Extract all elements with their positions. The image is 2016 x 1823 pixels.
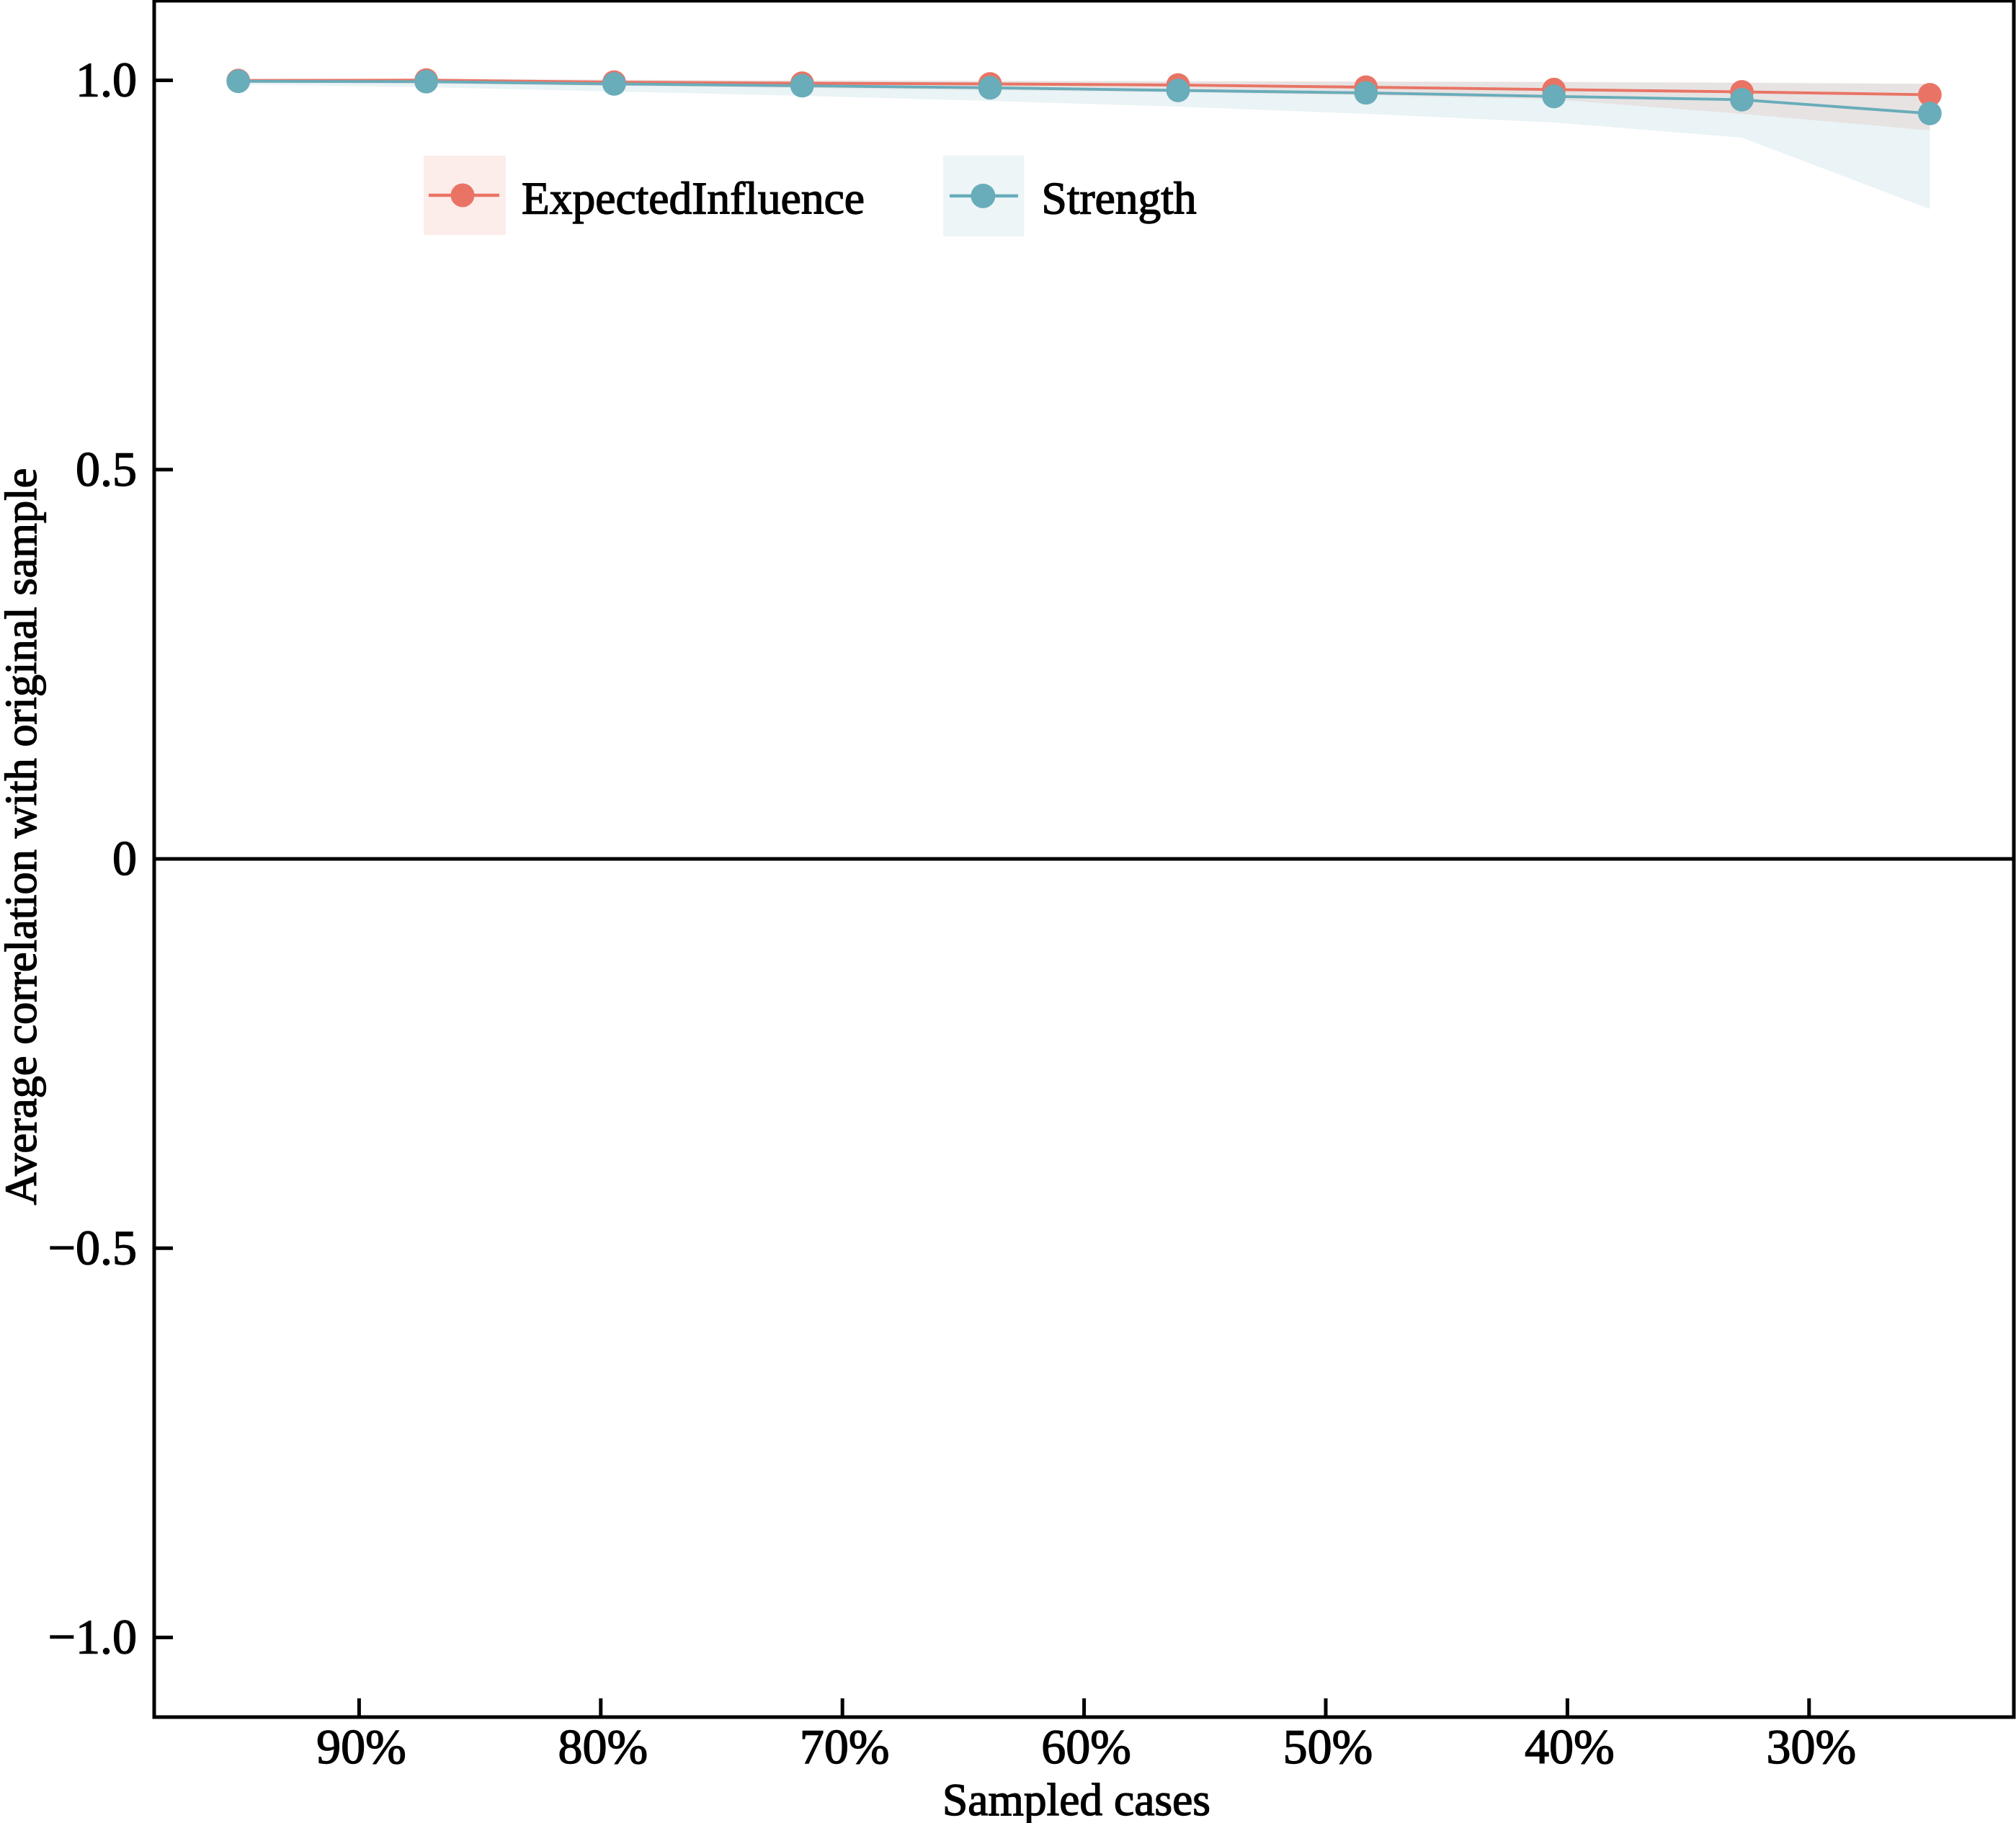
svg-text:30%: 30% xyxy=(1766,1719,1856,1774)
svg-text:−0.5: −0.5 xyxy=(48,1220,137,1275)
svg-text:90%: 90% xyxy=(316,1719,406,1774)
svg-text:Strength: Strength xyxy=(1042,173,1197,224)
svg-text:40%: 40% xyxy=(1525,1719,1615,1774)
svg-text:Average correlation with origi: Average correlation with original sample xyxy=(0,468,46,1205)
svg-text:−1.0: −1.0 xyxy=(48,1610,137,1664)
svg-text:1.0: 1.0 xyxy=(76,53,137,107)
svg-text:50%: 50% xyxy=(1283,1719,1373,1774)
svg-text:60%: 60% xyxy=(1041,1719,1131,1774)
svg-text:ExpectedInfluence: ExpectedInfluence xyxy=(522,173,865,224)
svg-text:0: 0 xyxy=(112,831,137,886)
svg-text:0.5: 0.5 xyxy=(76,442,137,496)
svg-text:70%: 70% xyxy=(800,1719,890,1774)
svg-text:Sampled cases: Sampled cases xyxy=(942,1774,1210,1823)
svg-text:80%: 80% xyxy=(558,1719,648,1774)
